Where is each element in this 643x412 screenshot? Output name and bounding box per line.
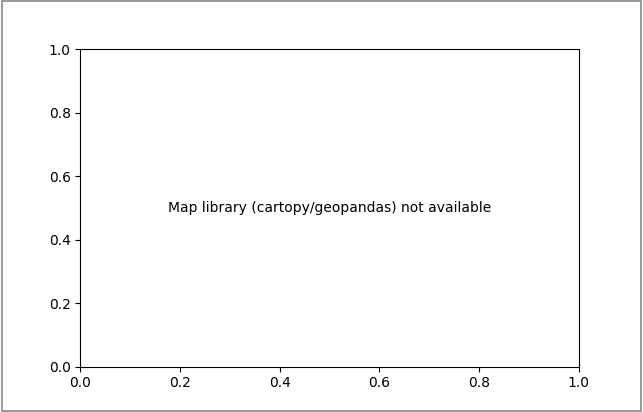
Text: Map library (cartopy/geopandas) not available: Map library (cartopy/geopandas) not avai… <box>168 201 491 215</box>
